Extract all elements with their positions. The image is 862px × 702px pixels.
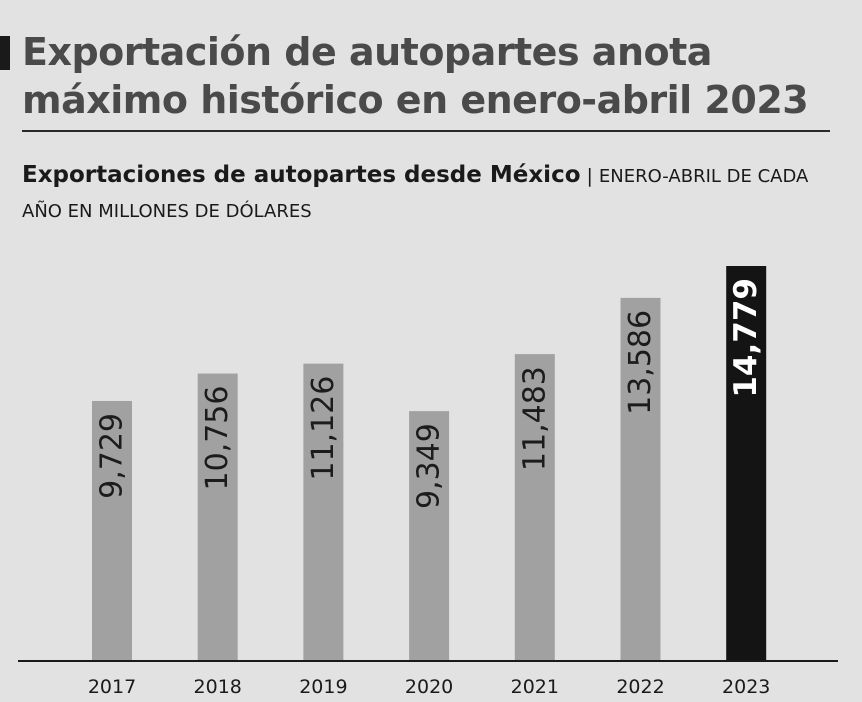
x-tick-2017: 2017 (88, 676, 136, 698)
x-tick-2018: 2018 (194, 676, 242, 698)
chart-subtitle: Exportaciones de autopartes desde México… (22, 158, 842, 229)
headline-marker (0, 36, 10, 70)
subtitle-separator: | (586, 165, 593, 187)
bar-2020 (409, 411, 450, 661)
bar-2022 (620, 297, 661, 661)
value-label-2019: 11,126 (306, 376, 341, 481)
value-label-2020: 9,349 (412, 423, 447, 509)
chart-unit-label: ENERO-ABRIL DE CADA AÑO EN MILLONES DE D… (22, 166, 809, 222)
value-label-2017: 9,729 (95, 413, 130, 499)
bar-2018 (197, 373, 238, 661)
value-label-2021: 11,483 (517, 366, 552, 471)
bar-2017 (92, 400, 132, 661)
x-tick-2023: 2023 (722, 676, 770, 698)
headline: Exportación de autopartes anota máximo h… (22, 30, 809, 122)
x-tick-2019: 2019 (299, 676, 347, 698)
x-tick-2021: 2021 (511, 676, 559, 698)
value-label-2018: 10,756 (200, 386, 235, 491)
x-tick-2022: 2022 (616, 676, 664, 698)
headline-divider (22, 130, 830, 132)
bar-2023 (726, 266, 767, 661)
chart-title: Exportaciones de autopartes desde México (22, 162, 581, 188)
bar-2019 (303, 363, 344, 661)
value-label-2022: 13,586 (623, 310, 658, 415)
x-tick-2020: 2020 (405, 676, 453, 698)
value-label-2023: 14,779 (728, 278, 764, 398)
bar-2021 (514, 354, 555, 661)
